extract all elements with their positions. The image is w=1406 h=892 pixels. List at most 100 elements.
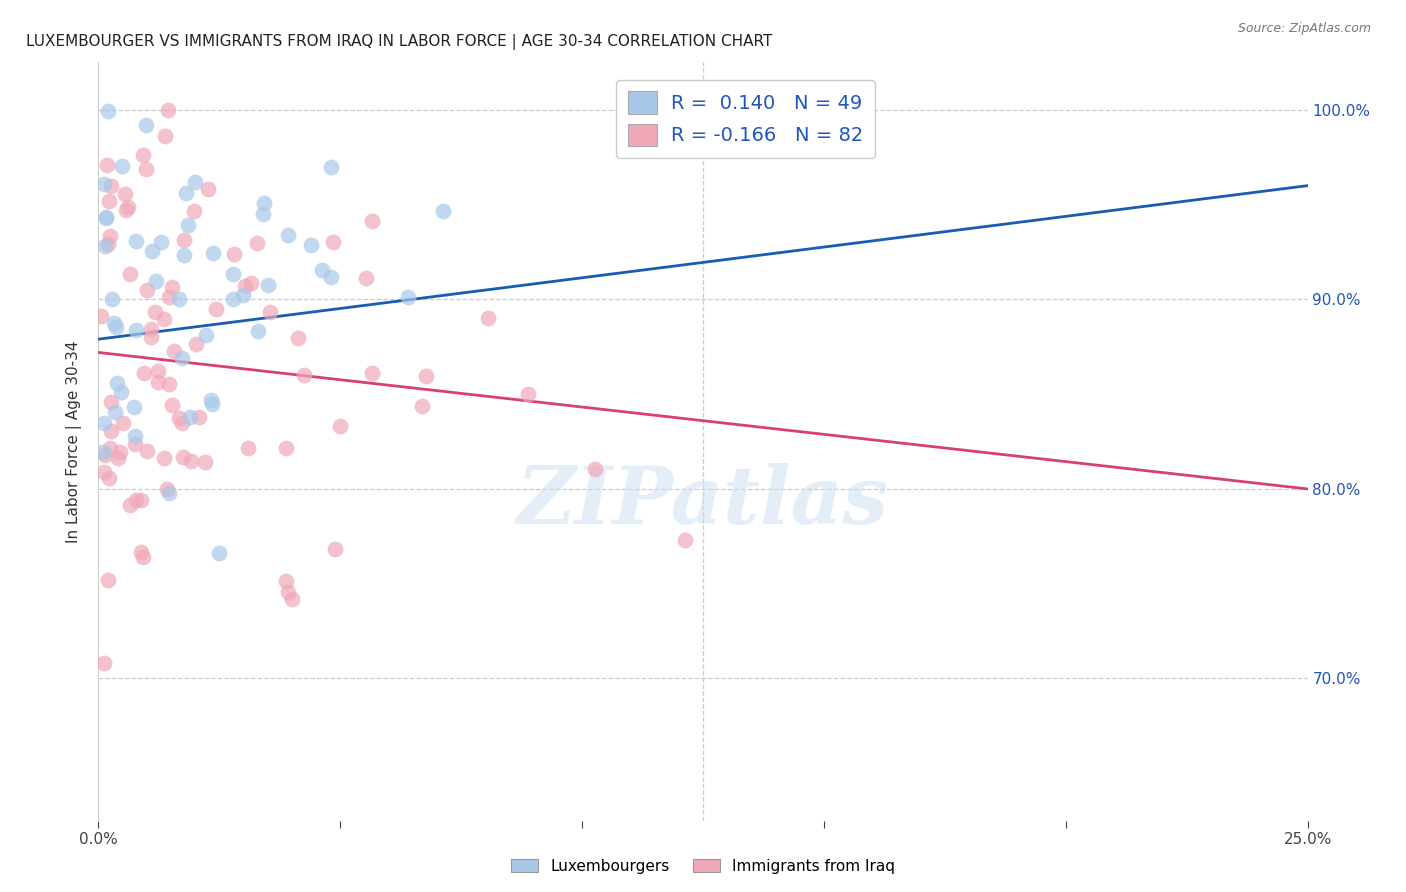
Point xyxy=(432,204,454,219)
Point xyxy=(197,182,219,196)
Text: Source: ZipAtlas.com: Source: ZipAtlas.com xyxy=(1237,22,1371,36)
Point xyxy=(184,175,207,189)
Point xyxy=(148,364,170,378)
Point xyxy=(156,482,179,496)
Point xyxy=(100,179,122,194)
Point xyxy=(222,247,245,261)
Point xyxy=(93,657,115,671)
Point xyxy=(396,290,419,304)
Point xyxy=(179,410,201,425)
Point xyxy=(146,375,169,389)
Point xyxy=(477,310,499,325)
Point xyxy=(153,129,176,144)
Text: ZIPatlas: ZIPatlas xyxy=(517,464,889,541)
Point xyxy=(204,301,226,316)
Point xyxy=(152,451,174,466)
Point xyxy=(299,238,322,252)
Point xyxy=(201,246,224,260)
Point xyxy=(172,450,194,465)
Point xyxy=(141,321,163,335)
Point xyxy=(136,283,159,297)
Point xyxy=(101,292,124,306)
Point xyxy=(207,546,229,560)
Point xyxy=(97,104,120,119)
Point xyxy=(132,549,155,564)
Point xyxy=(120,498,142,512)
Point xyxy=(194,455,217,469)
Point xyxy=(118,267,141,281)
Point xyxy=(583,462,606,476)
Legend: R =  0.140   N = 49, R = -0.166   N = 82: R = 0.140 N = 49, R = -0.166 N = 82 xyxy=(616,79,875,158)
Point xyxy=(105,376,128,390)
Point xyxy=(97,194,120,208)
Point xyxy=(157,291,180,305)
Point xyxy=(277,228,299,243)
Point xyxy=(253,195,276,210)
Point xyxy=(281,592,304,607)
Point xyxy=(107,450,129,465)
Point xyxy=(160,398,183,412)
Point xyxy=(163,343,186,358)
Point xyxy=(195,327,218,342)
Point xyxy=(361,214,384,228)
Point xyxy=(91,445,114,459)
Y-axis label: In Labor Force | Age 30-34: In Labor Force | Age 30-34 xyxy=(66,340,83,543)
Point xyxy=(124,429,146,443)
Point xyxy=(311,263,333,277)
Point xyxy=(114,186,136,201)
Point xyxy=(136,444,159,458)
Point xyxy=(150,235,173,250)
Point xyxy=(93,416,115,430)
Point xyxy=(177,218,200,232)
Point xyxy=(129,493,152,508)
Point xyxy=(276,442,298,456)
Point xyxy=(139,330,162,344)
Point xyxy=(173,233,195,247)
Point xyxy=(274,574,297,588)
Point xyxy=(321,161,343,175)
Point xyxy=(201,397,224,411)
Point xyxy=(111,416,134,430)
Point xyxy=(180,453,202,467)
Point xyxy=(93,448,115,462)
Point xyxy=(135,162,157,177)
Point xyxy=(222,267,245,281)
Point xyxy=(96,158,118,172)
Point xyxy=(143,305,166,319)
Point xyxy=(411,399,433,413)
Point xyxy=(132,366,155,380)
Point xyxy=(129,545,152,559)
Point xyxy=(167,411,190,425)
Point xyxy=(93,465,115,479)
Point xyxy=(111,159,134,173)
Point xyxy=(354,270,377,285)
Point xyxy=(135,118,157,132)
Point xyxy=(125,493,148,508)
Point xyxy=(232,288,254,302)
Point xyxy=(322,235,344,249)
Point xyxy=(132,148,155,162)
Point xyxy=(259,305,281,319)
Point xyxy=(183,204,205,219)
Point xyxy=(361,366,384,380)
Point xyxy=(287,331,309,345)
Point xyxy=(233,278,256,293)
Point xyxy=(100,424,122,438)
Point xyxy=(94,239,117,253)
Point xyxy=(110,385,132,400)
Point xyxy=(153,312,176,326)
Point xyxy=(292,368,315,382)
Point xyxy=(117,200,139,214)
Point xyxy=(236,442,259,456)
Point xyxy=(98,229,121,244)
Point xyxy=(323,542,346,557)
Point xyxy=(329,418,352,433)
Text: LUXEMBOURGER VS IMMIGRANTS FROM IRAQ IN LABOR FORCE | AGE 30-34 CORRELATION CHAR: LUXEMBOURGER VS IMMIGRANTS FROM IRAQ IN … xyxy=(25,34,772,50)
Point xyxy=(239,276,262,290)
Point xyxy=(187,409,209,424)
Point xyxy=(277,584,299,599)
Point xyxy=(125,323,148,337)
Point xyxy=(172,416,194,430)
Point xyxy=(104,320,127,334)
Point xyxy=(157,103,180,117)
